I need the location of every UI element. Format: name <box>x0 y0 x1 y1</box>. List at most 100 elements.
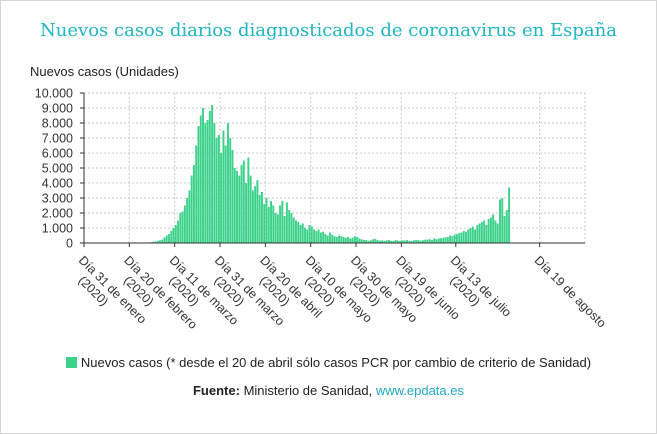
bar <box>161 239 164 243</box>
bar <box>392 240 395 243</box>
bar <box>236 171 238 243</box>
bar <box>172 228 175 243</box>
bar <box>394 240 397 243</box>
y-tick-label: 9.000 <box>42 102 73 116</box>
bar <box>292 217 295 243</box>
bar <box>442 237 445 243</box>
bar <box>356 237 359 243</box>
bar <box>338 235 340 243</box>
bar <box>251 190 254 243</box>
bar <box>501 198 504 243</box>
bar <box>458 233 461 243</box>
bar <box>217 135 220 243</box>
bar <box>242 160 245 243</box>
bar <box>224 145 227 243</box>
bar <box>492 214 495 243</box>
bar <box>460 232 463 243</box>
bar <box>369 240 372 243</box>
bar <box>347 237 350 243</box>
bar <box>170 231 173 243</box>
bar <box>410 241 413 243</box>
bar <box>288 210 291 243</box>
bar <box>231 150 234 243</box>
bar <box>376 240 379 243</box>
bar <box>378 240 381 243</box>
bar <box>317 229 320 243</box>
chart-svg: Nuevos casos (Unidades) 01.0002.0003.000… <box>30 64 609 332</box>
bar <box>480 222 483 243</box>
bar <box>233 168 236 243</box>
bar <box>360 239 363 243</box>
bar <box>285 202 288 243</box>
bar <box>374 238 377 243</box>
bar <box>399 240 402 243</box>
bar <box>471 226 474 243</box>
bar <box>249 175 252 243</box>
bar <box>455 234 458 243</box>
bar <box>240 165 243 243</box>
bar <box>158 240 161 243</box>
bar <box>319 232 322 243</box>
bar <box>331 234 334 243</box>
bar <box>340 236 343 243</box>
bars <box>143 105 511 244</box>
y-tick-label: 6.000 <box>42 147 73 161</box>
bar <box>279 205 282 243</box>
bar <box>403 240 406 243</box>
bar <box>206 120 209 243</box>
bar <box>256 180 259 243</box>
bar <box>485 225 488 243</box>
bar <box>474 229 477 243</box>
bar <box>417 240 420 243</box>
source-link[interactable]: www.epdata.es <box>375 383 464 398</box>
bar <box>428 239 431 243</box>
bar <box>222 130 225 243</box>
bar <box>489 217 492 243</box>
bar <box>408 240 411 243</box>
legend: Nuevos casos (* desde el 20 de abril sól… <box>0 355 657 370</box>
bar <box>419 240 422 243</box>
bar <box>260 192 263 243</box>
bar <box>267 207 270 243</box>
bar <box>290 213 293 243</box>
bar <box>499 199 501 243</box>
bar <box>476 225 479 243</box>
y-ticks: 01.0002.0003.0004.0005.0006.0007.0008.00… <box>35 87 84 251</box>
y-tick-label: 4.000 <box>42 177 73 191</box>
bar <box>483 220 486 243</box>
bar <box>505 210 508 243</box>
bar <box>426 239 429 243</box>
bar <box>165 235 168 243</box>
bar <box>301 223 304 243</box>
bar <box>322 231 325 243</box>
bar <box>335 237 338 243</box>
bar <box>154 241 157 243</box>
bar <box>367 240 370 243</box>
bar <box>469 228 472 243</box>
bar <box>156 240 159 243</box>
bar <box>220 153 223 243</box>
legend-swatch <box>65 357 77 368</box>
bar <box>315 231 318 243</box>
bar <box>152 241 155 243</box>
bar <box>387 240 390 243</box>
bar <box>192 165 195 243</box>
source-label: Fuente: <box>192 383 240 398</box>
bar <box>487 219 490 243</box>
bar <box>177 220 180 243</box>
bar <box>295 220 297 243</box>
chart-title: Nuevos casos diarios diagnosticados de c… <box>40 20 617 41</box>
bar <box>211 105 214 243</box>
bar <box>385 240 388 243</box>
bar <box>308 225 311 243</box>
y-tick-label: 8.000 <box>42 117 73 131</box>
bar <box>451 236 454 243</box>
bar <box>453 234 456 243</box>
bar <box>390 240 393 243</box>
bar <box>202 108 204 243</box>
bar <box>272 205 275 243</box>
source-text: Ministerio de Sanidad, <box>243 383 373 398</box>
bar <box>310 226 313 243</box>
bar <box>326 235 329 243</box>
